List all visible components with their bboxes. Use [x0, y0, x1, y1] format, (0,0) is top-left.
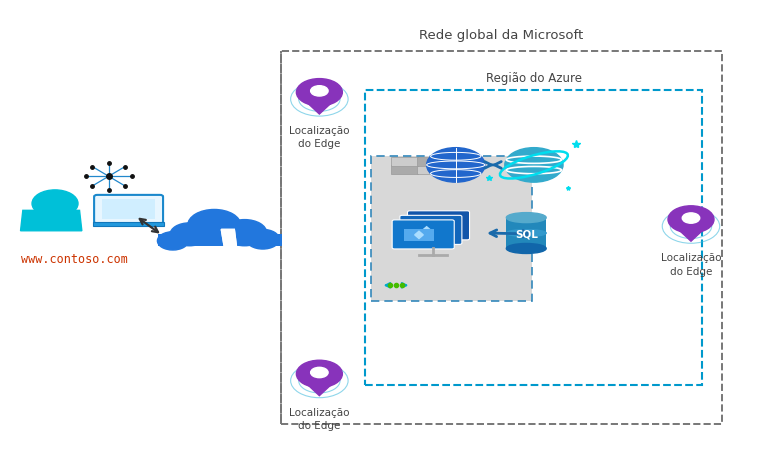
Ellipse shape	[506, 244, 546, 254]
FancyBboxPatch shape	[408, 211, 470, 240]
Polygon shape	[675, 226, 707, 241]
Ellipse shape	[506, 213, 546, 223]
Text: www.contoso.com: www.contoso.com	[21, 254, 128, 266]
FancyBboxPatch shape	[404, 228, 434, 241]
Circle shape	[311, 367, 328, 377]
Ellipse shape	[506, 229, 546, 236]
FancyBboxPatch shape	[94, 195, 163, 223]
Circle shape	[32, 190, 78, 217]
Bar	[281, 51, 721, 424]
Circle shape	[188, 209, 241, 241]
Text: Região do Azure: Região do Azure	[486, 71, 582, 85]
Circle shape	[296, 360, 342, 388]
Bar	[365, 90, 703, 385]
FancyBboxPatch shape	[418, 157, 444, 166]
FancyBboxPatch shape	[419, 219, 450, 232]
Polygon shape	[221, 229, 237, 248]
Text: Localização
do Edge: Localização do Edge	[289, 126, 350, 149]
Circle shape	[427, 148, 485, 182]
Text: Rede global da Microsoft: Rede global da Microsoft	[419, 29, 584, 42]
Polygon shape	[414, 231, 423, 239]
FancyBboxPatch shape	[418, 165, 444, 174]
Polygon shape	[422, 227, 431, 234]
FancyBboxPatch shape	[411, 224, 442, 237]
Circle shape	[668, 206, 714, 233]
Text: SQL: SQL	[514, 229, 538, 239]
Circle shape	[311, 86, 328, 96]
Circle shape	[246, 229, 279, 249]
Circle shape	[170, 223, 208, 246]
FancyBboxPatch shape	[391, 165, 418, 174]
Circle shape	[504, 148, 563, 182]
Polygon shape	[303, 99, 335, 114]
FancyBboxPatch shape	[102, 199, 155, 219]
FancyBboxPatch shape	[392, 220, 454, 249]
FancyBboxPatch shape	[158, 234, 281, 246]
Text: Localização
do Edge: Localização do Edge	[661, 254, 721, 276]
FancyBboxPatch shape	[93, 222, 164, 226]
Circle shape	[222, 220, 267, 246]
Polygon shape	[430, 222, 438, 229]
Circle shape	[158, 232, 188, 250]
FancyBboxPatch shape	[371, 156, 531, 301]
Text: Localização
do Edge: Localização do Edge	[289, 408, 350, 431]
Circle shape	[682, 213, 700, 223]
Circle shape	[296, 79, 342, 106]
FancyBboxPatch shape	[506, 218, 546, 249]
Polygon shape	[21, 210, 82, 231]
FancyBboxPatch shape	[400, 215, 462, 244]
Polygon shape	[221, 229, 237, 248]
FancyBboxPatch shape	[391, 157, 418, 166]
Polygon shape	[303, 381, 335, 396]
